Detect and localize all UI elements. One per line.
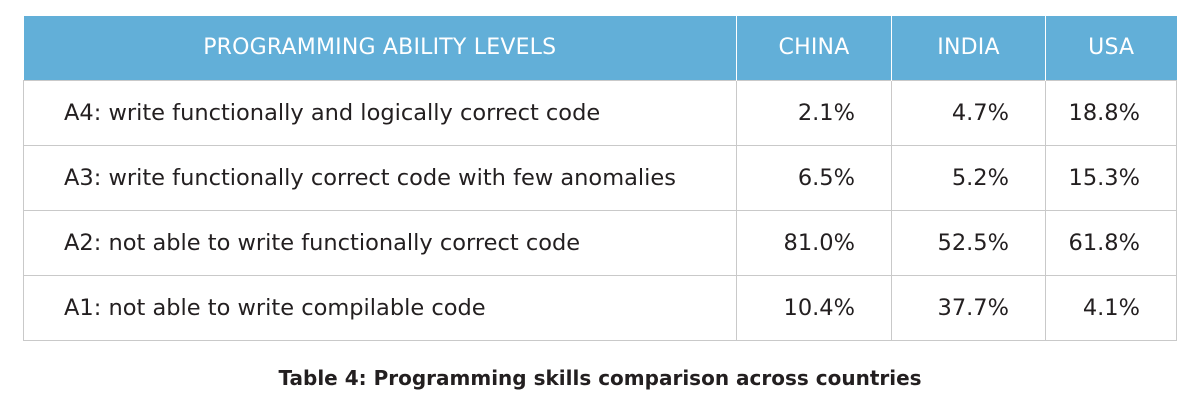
table-caption: Table 4: Programming skills comparison a… <box>278 366 922 390</box>
table-header: PROGRAMMING ABILITY LEVELS CHINA INDIA U… <box>23 16 1177 80</box>
header-levels: PROGRAMMING ABILITY LEVELS <box>23 16 737 80</box>
india-cell: 4.7% <box>891 79 1046 146</box>
china-cell: 10.4% <box>736 274 892 341</box>
header-row: PROGRAMMING ABILITY LEVELS CHINA INDIA U… <box>23 16 1177 80</box>
table-row: A1: not able to write compilable code 10… <box>23 274 1177 341</box>
table-row: A4: write functionally and logically cor… <box>23 79 1177 146</box>
usa-cell: 15.3% <box>1045 144 1177 211</box>
header-usa: USA <box>1045 16 1177 80</box>
usa-cell: 61.8% <box>1045 209 1177 276</box>
header-china: CHINA <box>736 16 892 80</box>
table-row: A2: not able to write functionally corre… <box>23 209 1177 276</box>
china-cell: 2.1% <box>736 79 892 146</box>
india-cell: 52.5% <box>891 209 1046 276</box>
india-cell: 37.7% <box>891 274 1046 341</box>
level-cell: A1: not able to write compilable code <box>23 274 737 341</box>
table-body: A4: write functionally and logically cor… <box>23 79 1177 341</box>
level-cell: A2: not able to write functionally corre… <box>23 209 737 276</box>
level-cell: A4: write functionally and logically cor… <box>23 79 737 146</box>
china-cell: 6.5% <box>736 144 892 211</box>
programming-ability-table: PROGRAMMING ABILITY LEVELS CHINA INDIA U… <box>23 16 1177 341</box>
level-cell: A3: write functionally correct code with… <box>23 144 737 211</box>
china-cell: 81.0% <box>736 209 892 276</box>
india-cell: 5.2% <box>891 144 1046 211</box>
usa-cell: 4.1% <box>1045 274 1177 341</box>
table-row: A3: write functionally correct code with… <box>23 144 1177 211</box>
header-india: INDIA <box>891 16 1046 80</box>
usa-cell: 18.8% <box>1045 79 1177 146</box>
